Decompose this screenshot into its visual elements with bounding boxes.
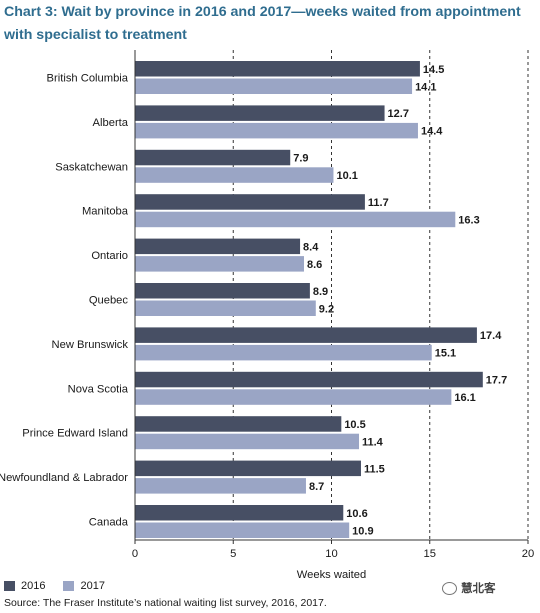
bar-2016 <box>135 149 291 166</box>
chart-title: Chart 3: Wait by province in 2016 and 20… <box>4 4 521 43</box>
data-label-2017: 15.1 <box>435 348 456 360</box>
bar-2016 <box>135 194 365 210</box>
bar-2016 <box>135 283 310 299</box>
bar-2017 <box>135 478 306 494</box>
data-label-2016: 11.5 <box>364 463 385 475</box>
bar-2017 <box>135 78 413 94</box>
data-label-2016: 10.6 <box>346 508 367 520</box>
data-label-2016: 10.5 <box>344 419 365 431</box>
legend-label-2016: 2016 <box>21 580 46 592</box>
wechat-icon <box>442 581 457 595</box>
category-label: Newfoundland & Labrador <box>0 472 128 484</box>
legend-label-2017: 2017 <box>80 580 105 592</box>
bar-2017 <box>135 300 316 316</box>
x-tick-label: 15 <box>424 548 436 560</box>
bar-2017 <box>135 167 334 183</box>
legend-swatch-2016 <box>4 581 15 591</box>
category-label: Prince Edward Island <box>22 428 128 440</box>
category-label: Ontario <box>91 250 128 262</box>
data-label-2017: 11.4 <box>362 436 384 448</box>
bar-2016 <box>135 61 420 77</box>
data-label-2017: 10.9 <box>352 525 373 537</box>
bar-2016 <box>135 416 342 432</box>
bar-2016 <box>135 105 385 121</box>
watermark: 慧北客 <box>442 580 496 596</box>
category-label: New Brunswick <box>52 339 129 351</box>
category-label: British Columbia <box>47 73 129 85</box>
data-label-2016: 12.7 <box>388 108 409 120</box>
data-label-2017: 16.1 <box>454 392 475 404</box>
data-label-2016: 7.9 <box>293 153 308 165</box>
bar-2016 <box>135 327 477 343</box>
x-tick-label: 20 <box>522 548 534 560</box>
bar-2016 <box>135 505 344 521</box>
x-tick-label: 10 <box>325 548 337 560</box>
data-label-2017: 14.1 <box>415 81 436 93</box>
x-tick-label: 5 <box>230 548 236 560</box>
x-tick-label: 0 <box>132 548 138 560</box>
watermark-text: 慧北客 <box>461 583 496 595</box>
bar-2017 <box>135 122 418 139</box>
bar-2016 <box>135 238 301 255</box>
bar-2017 <box>135 433 360 450</box>
data-label-2017: 10.1 <box>336 170 357 182</box>
bar-2016 <box>135 371 483 388</box>
category-label: Saskatchewan <box>55 161 128 173</box>
category-label: Nova Scotia <box>68 383 129 395</box>
bar-2016 <box>135 460 361 477</box>
category-label: Quebec <box>89 295 129 307</box>
data-label-2017: 8.7 <box>309 481 324 493</box>
bar-2017 <box>135 389 452 405</box>
x-axis-label: Weeks waited <box>297 569 366 581</box>
data-label-2016: 8.4 <box>303 241 319 253</box>
data-label-2016: 17.7 <box>486 375 507 387</box>
bar-2017 <box>135 256 304 272</box>
category-label: Canada <box>89 517 129 529</box>
data-label-2016: 17.4 <box>480 330 502 342</box>
bar-2017 <box>135 211 456 228</box>
data-label-2017: 16.3 <box>458 214 479 226</box>
source-note: Source: The Fraser Institute’s national … <box>4 597 327 609</box>
data-label-2016: 14.5 <box>423 64 444 76</box>
data-label-2016: 11.7 <box>368 197 389 209</box>
category-label: Alberta <box>93 117 129 129</box>
legend-swatch-2017 <box>63 581 75 591</box>
data-label-2017: 9.2 <box>319 303 334 315</box>
data-label-2017: 8.6 <box>307 259 322 271</box>
bar-2017 <box>135 344 432 361</box>
legend: 2016 2017 <box>4 580 105 592</box>
category-label: Manitoba <box>82 206 129 218</box>
data-label-2016: 8.9 <box>313 286 328 298</box>
data-label-2017: 14.4 <box>421 126 443 138</box>
bar-2017 <box>135 522 350 538</box>
